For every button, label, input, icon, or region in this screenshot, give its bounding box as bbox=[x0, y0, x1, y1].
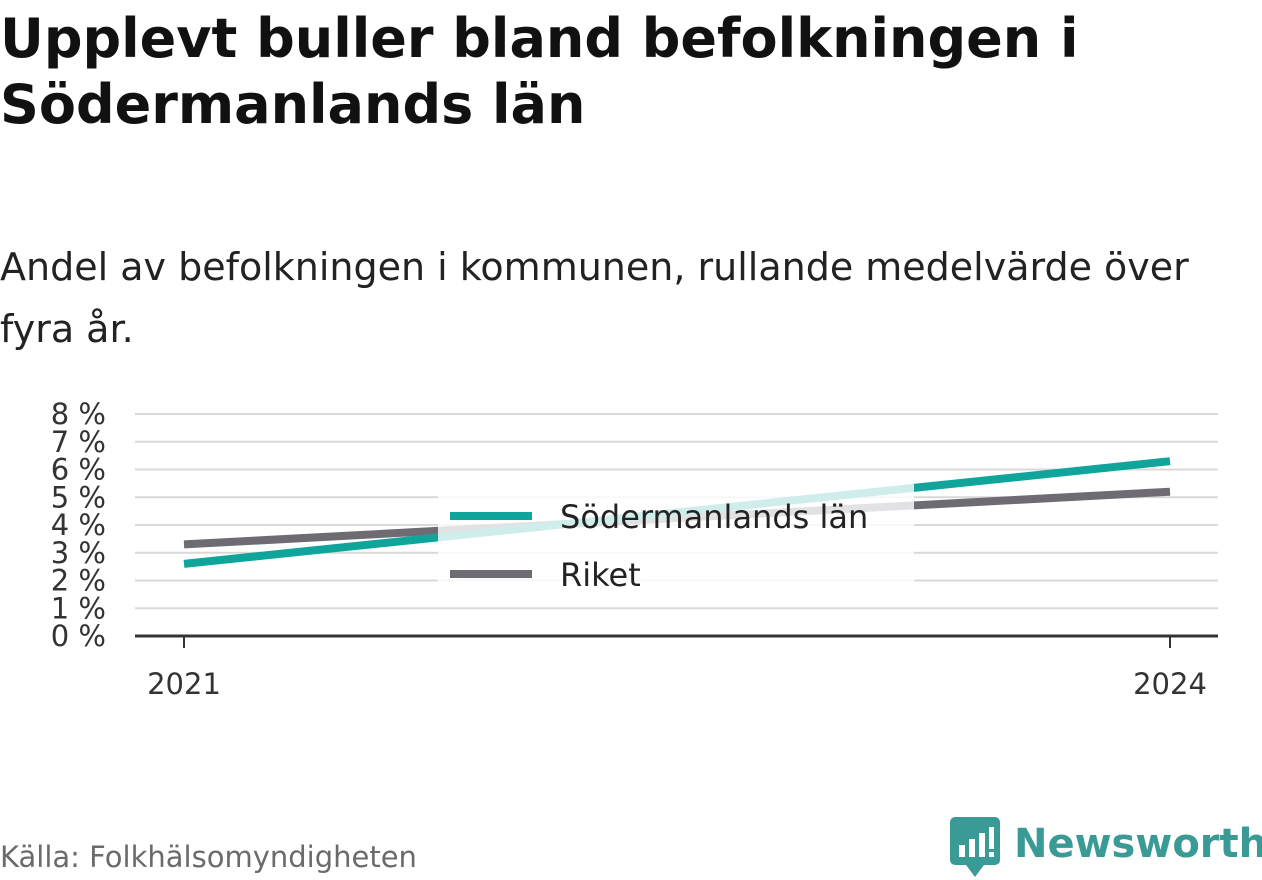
x-axis: 2021 2024 bbox=[135, 634, 1218, 701]
y-tick-label: 7 % bbox=[51, 425, 106, 459]
y-axis: 0 %1 %2 %3 %4 %5 %6 %7 %8 % bbox=[51, 397, 106, 653]
chart-title: Upplevt buller bland befolkningen i Söde… bbox=[0, 7, 1079, 136]
y-tick-label: 0 % bbox=[51, 619, 106, 653]
legend-background bbox=[438, 482, 914, 606]
brand-name: Newsworthy bbox=[1014, 821, 1262, 867]
y-tick-label: 3 % bbox=[51, 536, 106, 570]
x-tick-label: 2021 bbox=[147, 667, 221, 701]
y-tick-label: 2 % bbox=[51, 564, 106, 598]
legend: Södermanlands län Riket bbox=[438, 482, 914, 606]
y-tick-label: 6 % bbox=[51, 453, 106, 487]
y-tick-label: 1 % bbox=[51, 591, 106, 625]
chart-subtitle: Andel av befolkningen i kommunen, rullan… bbox=[0, 245, 1189, 351]
x-tick-label: 2024 bbox=[1133, 667, 1207, 701]
brand-logo: Newsworthy bbox=[950, 816, 1262, 880]
y-tick-label: 8 % bbox=[51, 397, 106, 431]
y-tick-label: 5 % bbox=[51, 480, 106, 514]
y-tick-label: 4 % bbox=[51, 508, 106, 542]
newsworthy-logo-icon bbox=[950, 817, 1000, 877]
legend-label: Södermanlands län bbox=[560, 498, 868, 536]
legend-label: Riket bbox=[560, 556, 641, 594]
source-note: Källa: Folkhälsomyndigheten bbox=[0, 840, 417, 874]
line-chart: 0 %1 %2 %3 %4 %5 %6 %7 %8 % 2021 2024 Söd… bbox=[51, 397, 1218, 701]
